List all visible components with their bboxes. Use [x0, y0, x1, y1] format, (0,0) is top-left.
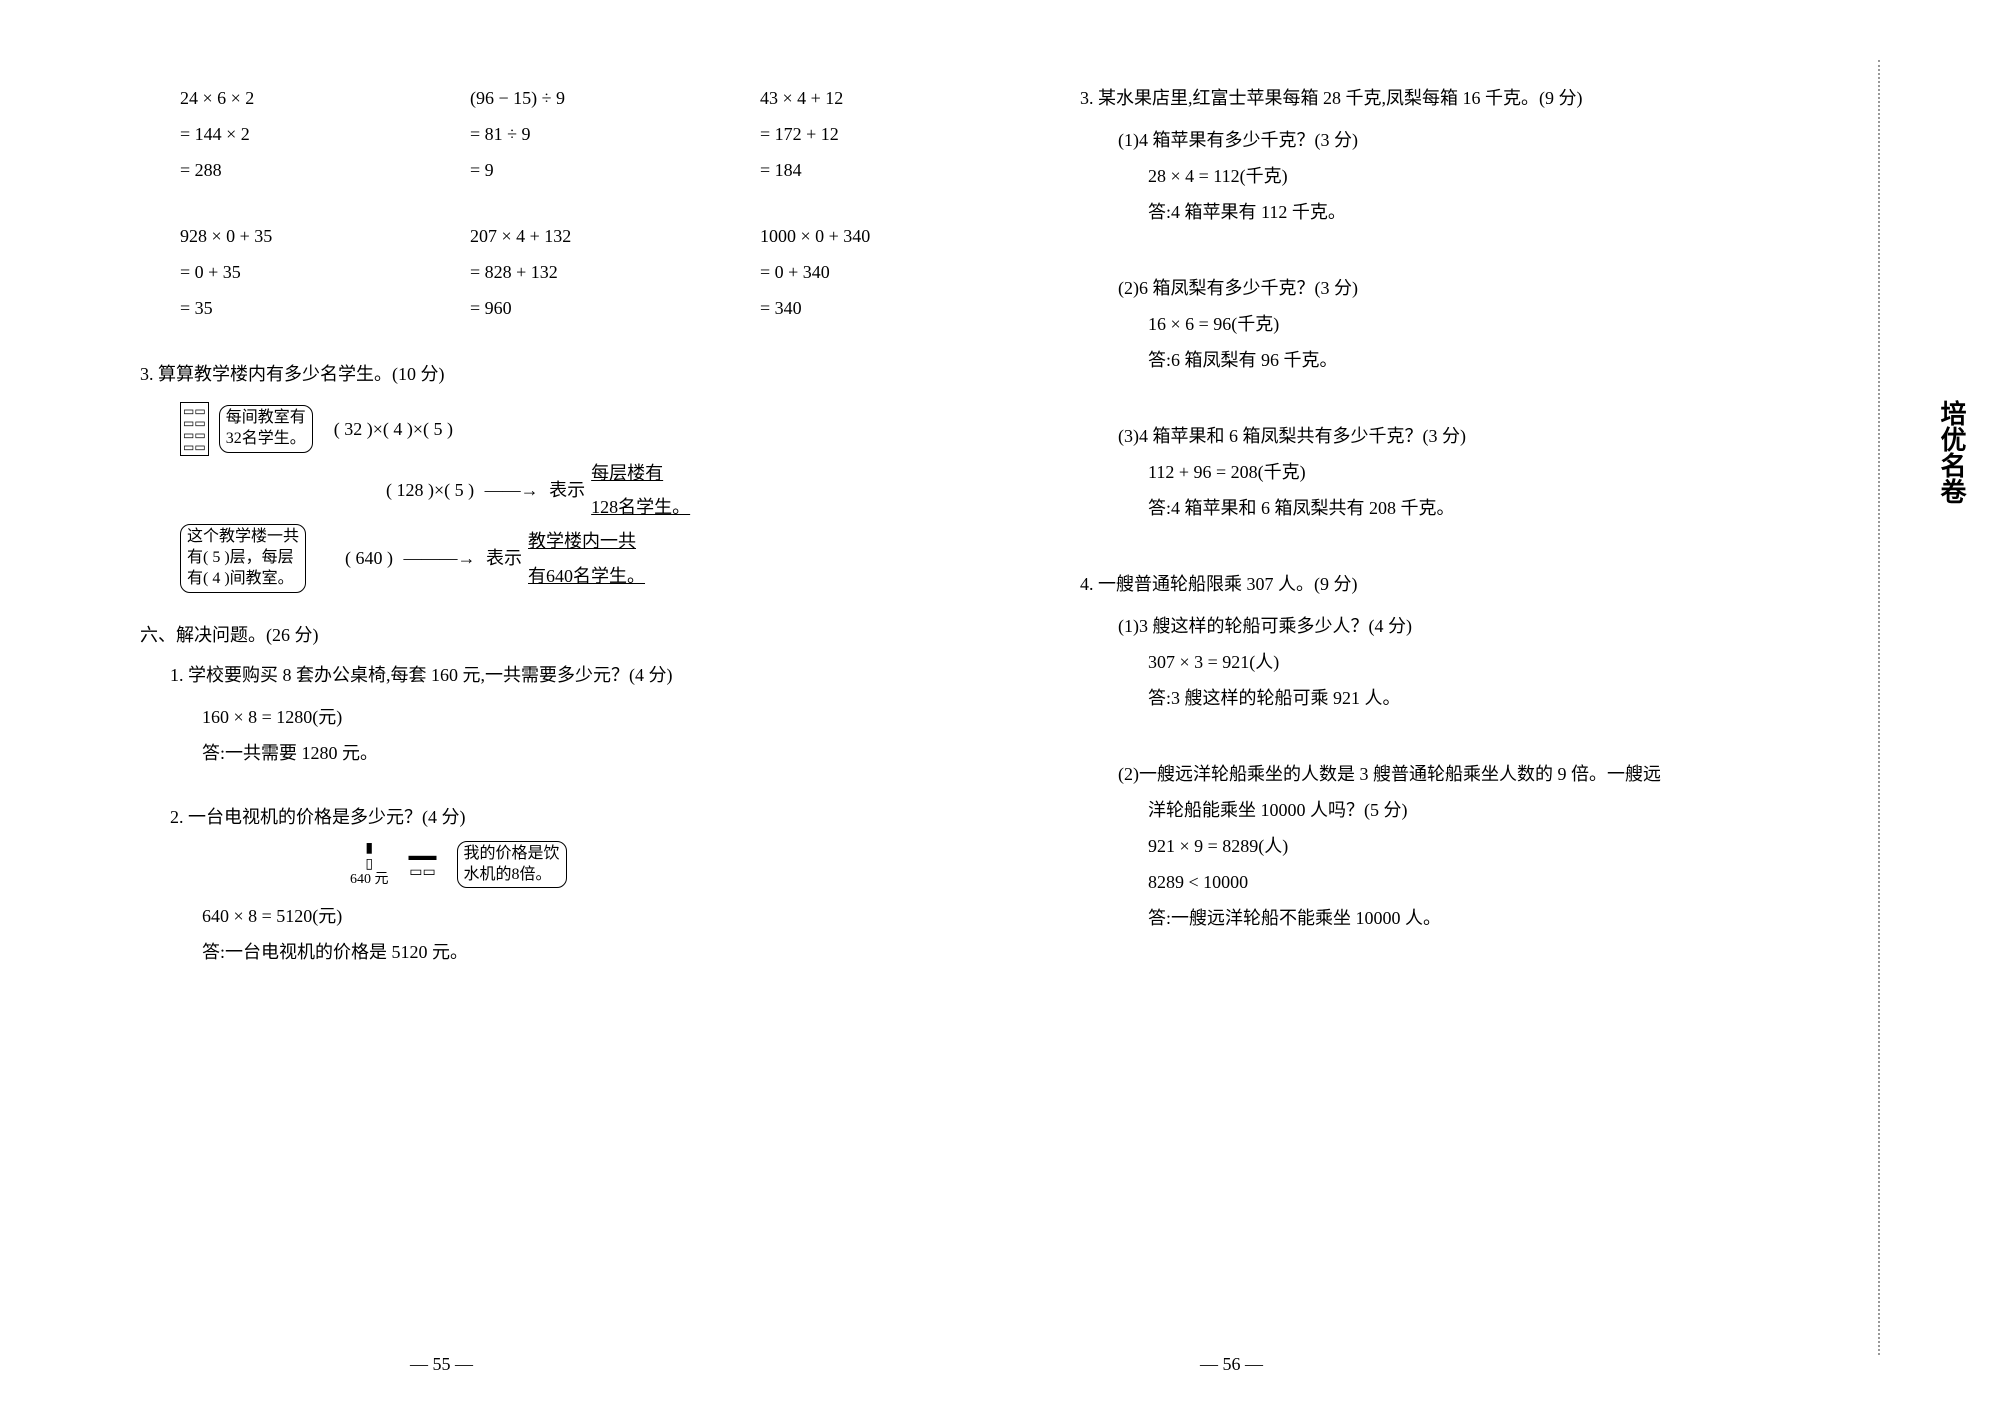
page-number: — 56 — — [1200, 1354, 1263, 1375]
calc-line: 43 × 4 + 12 — [760, 80, 1000, 116]
calc-cell: (96 − 15) ÷ 9 = 81 ÷ 9 = 9 — [470, 80, 710, 188]
calc-step: 112 + 96 = 208(千克) — [1118, 454, 1940, 490]
problem-head: 2. 一台电视机的价格是多少元？(4 分) — [170, 799, 1000, 835]
calc-line: 928 × 0 + 35 — [180, 218, 420, 254]
bubble-text: 32名学生。 — [226, 430, 306, 447]
arrow-label: 表示 — [549, 473, 585, 507]
calc-line: = 184 — [760, 152, 1000, 188]
problem-3-right: 3. 某水果店里,红富士苹果每箱 28 千克,凤梨每箱 16 千克。(9 分) … — [1080, 80, 1940, 526]
bubble-text: 水机的8倍。 — [464, 866, 552, 883]
section-heading: 六、解决问题。(26 分) — [140, 621, 1000, 647]
calc-cell: 24 × 6 × 2 = 144 × 2 = 288 — [180, 80, 420, 188]
problem-2: 2. 一台电视机的价格是多少元？(4 分) ▮▯640 元 ▬▬▭▭ 我的价格是… — [140, 799, 1000, 971]
speech-bubble: 这个教学楼一共 有( 5 )层，每层 有( 4 )间教室。 — [180, 524, 306, 592]
side-tab-label: 培优名卷 — [1933, 400, 1970, 504]
calc-cell: 207 × 4 + 132 = 828 + 132 = 960 — [470, 218, 710, 326]
answer-line: 答:一艘远洋轮船不能乘坐 10000 人。 — [1118, 900, 1940, 936]
calc-step: 921 × 9 = 8289(人) — [1118, 828, 1940, 864]
answer-line: 答:3 艘这样的轮船可乘 921 人。 — [1118, 680, 1940, 716]
calc-cell: 1000 × 0 + 340 = 0 + 340 = 340 — [760, 218, 1000, 326]
page-right: 3. 某水果店里,红富士苹果每箱 28 千克,凤梨每箱 16 千克。(9 分) … — [1080, 80, 1940, 998]
calc-line: = 172 + 12 — [760, 116, 1000, 152]
calc-line: = 288 — [180, 152, 420, 188]
diagram-expr: ( 128 )×( 5 ) — [386, 473, 474, 507]
calc-cell: 43 × 4 + 12 = 172 + 12 = 184 — [760, 80, 1000, 188]
problem-head: 1. 学校要购买 8 套办公桌椅,每套 160 元,一共需要多少元？(4 分) — [170, 657, 1000, 693]
perforation-line — [1878, 60, 1880, 1355]
page-number: — 55 — — [410, 1354, 473, 1375]
answer-line: 答:4 箱苹果有 112 千克。 — [1118, 194, 1940, 230]
arrow-text: 教学楼内一共 — [528, 531, 636, 551]
speech-bubble: 我的价格是饮 水机的8倍。 — [457, 841, 567, 889]
bubble-text: 每间教室有 — [226, 409, 306, 426]
calc-cell: 928 × 0 + 35 = 0 + 35 = 35 — [180, 218, 420, 326]
answer-line: 答:4 箱苹果和 6 箱凤梨共有 208 千克。 — [1118, 490, 1940, 526]
sub-question: (1)4 箱苹果有多少千克？(3 分) — [1118, 122, 1940, 158]
calc-line: = 9 — [470, 152, 710, 188]
problem-head: 4. 一艘普通轮船限乘 307 人。(9 分) — [1080, 566, 1940, 602]
answer-line: 答:6 箱凤梨有 96 千克。 — [1118, 342, 1940, 378]
calc-line: = 960 — [470, 290, 710, 326]
page-spread: 24 × 6 × 2 = 144 × 2 = 288 (96 − 15) ÷ 9… — [0, 0, 2000, 1038]
problem-3: 3. 算算教学楼内有多少名学生。(10 分) ▭▭▭▭▭▭▭▭ 每间教室有 32… — [140, 356, 1000, 593]
subproblem: (2)6 箱凤梨有多少千克？(3 分) 16 × 6 = 96(千克) 答:6 … — [1080, 270, 1940, 378]
building-icon: ▭▭▭▭▭▭▭▭ — [180, 402, 209, 456]
building-diagram: ▭▭▭▭▭▭▭▭ 每间教室有 32名学生。 ( 32 )×( 4 )×( 5 )… — [140, 402, 1000, 593]
calc-line: = 0 + 340 — [760, 254, 1000, 290]
calc-line: = 144 × 2 — [180, 116, 420, 152]
problem-head: 3. 算算教学楼内有多少名学生。(10 分) — [140, 356, 1000, 392]
arrow-text: 有640名学生。 — [528, 566, 645, 586]
problem-4: 4. 一艘普通轮船限乘 307 人。(9 分) (1)3 艘这样的轮船可乘多少人… — [1080, 566, 1940, 936]
problem-1: 1. 学校要购买 8 套办公桌椅,每套 160 元,一共需要多少元？(4 分) … — [140, 657, 1000, 771]
diagram-expr: ( 640 ) — [345, 541, 393, 575]
arrow-text: 128名学生。 — [591, 497, 690, 517]
sub-question: (2)6 箱凤梨有多少千克？(3 分) — [1118, 270, 1940, 306]
bubble-text: 有( 4 )间教室。 — [187, 570, 294, 587]
speech-bubble: 每间教室有 32名学生。 — [219, 405, 313, 453]
calc-step: 28 × 4 = 112(千克) — [1118, 158, 1940, 194]
calc-line: = 35 — [180, 290, 420, 326]
calc-line: 207 × 4 + 132 — [470, 218, 710, 254]
calc-step: 8289 < 10000 — [1118, 864, 1940, 900]
calc-row-2: 928 × 0 + 35 = 0 + 35 = 35 207 × 4 + 132… — [140, 218, 1000, 326]
calc-step: 640 × 8 = 5120(元) — [202, 898, 1000, 934]
subproblem: (2)一艘远洋轮船乘坐的人数是 3 艘普通轮船乘坐人数的 9 倍。一艘远 洋轮船… — [1080, 756, 1940, 936]
answer-line: 答:一台电视机的价格是 5120 元。 — [202, 934, 1000, 970]
answer-line: 答:一共需要 1280 元。 — [202, 735, 1000, 771]
sub-question-cont: 洋轮船能乘坐 10000 人吗？(5 分) — [1118, 792, 1940, 828]
problem-head: 3. 某水果店里,红富士苹果每箱 28 千克,凤梨每箱 16 千克。(9 分) — [1080, 80, 1940, 116]
calc-line: = 81 ÷ 9 — [470, 116, 710, 152]
bubble-text: 有( 5 )层，每层 — [187, 549, 294, 566]
sub-question: (1)3 艘这样的轮船可乘多少人？(4 分) — [1118, 608, 1940, 644]
sub-question: (2)一艘远洋轮船乘坐的人数是 3 艘普通轮船乘坐人数的 9 倍。一艘远 — [1118, 756, 1940, 792]
calc-row-1: 24 × 6 × 2 = 144 × 2 = 288 (96 − 15) ÷ 9… — [140, 80, 1000, 188]
calc-line: = 340 — [760, 290, 1000, 326]
arrow-text: 每层楼有 — [591, 463, 663, 483]
subproblem: (1)4 箱苹果有多少千克？(3 分) 28 × 4 = 112(千克) 答:4… — [1080, 122, 1940, 230]
tv-icon: ▬▬▭▭ — [409, 849, 437, 880]
page-left: 24 × 6 × 2 = 144 × 2 = 288 (96 − 15) ÷ 9… — [140, 80, 1000, 998]
subproblem: (3)4 箱苹果和 6 箱凤梨共有多少千克？(3 分) 112 + 96 = 2… — [1080, 418, 1940, 526]
calc-line: 24 × 6 × 2 — [180, 80, 420, 116]
sub-question: (3)4 箱苹果和 6 箱凤梨共有多少千克？(3 分) — [1118, 418, 1940, 454]
bubble-text: 这个教学楼一共 — [187, 528, 299, 545]
dispenser-icon: ▮▯640 元 — [350, 841, 389, 887]
calc-step: 160 × 8 = 1280(元) — [202, 699, 1000, 735]
calc-step: 307 × 3 = 921(人) — [1118, 644, 1940, 680]
calc-line: 1000 × 0 + 340 — [760, 218, 1000, 254]
diagram-expr: ( 32 )×( 4 )×( 5 ) — [334, 412, 453, 446]
calc-line: = 0 + 35 — [180, 254, 420, 290]
bubble-text: 我的价格是饮 — [464, 845, 560, 862]
calc-line: (96 − 15) ÷ 9 — [470, 80, 710, 116]
calc-line: = 828 + 132 — [470, 254, 710, 290]
subproblem: (1)3 艘这样的轮船可乘多少人？(4 分) 307 × 3 = 921(人) … — [1080, 608, 1940, 716]
calc-step: 16 × 6 = 96(千克) — [1118, 306, 1940, 342]
price-label: 640 元 — [350, 872, 389, 887]
tv-figure: ▮▯640 元 ▬▬▭▭ 我的价格是饮 水机的8倍。 — [170, 841, 1000, 889]
arrow-label: 表示 — [486, 541, 522, 575]
